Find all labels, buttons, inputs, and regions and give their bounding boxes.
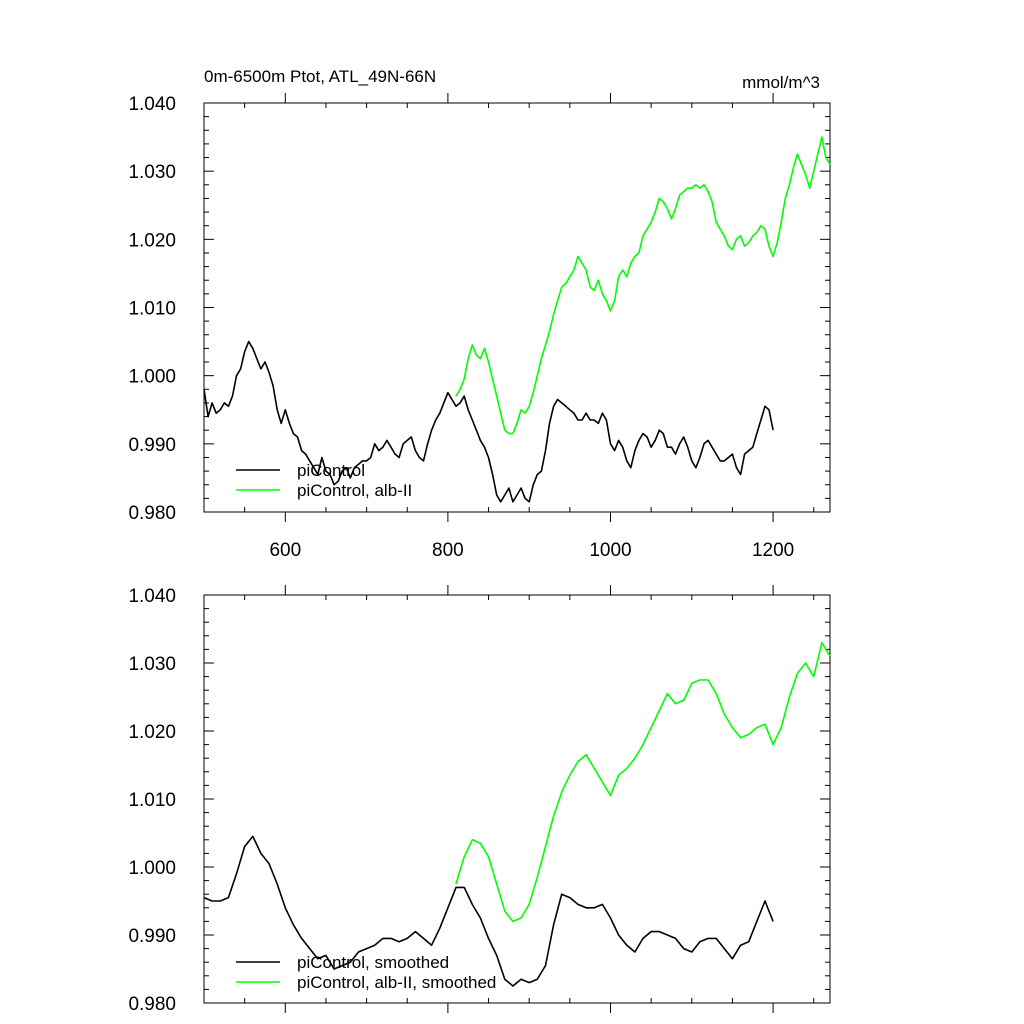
top-panel-legend: piControl piControl, alb-II (236, 461, 412, 500)
top-panel-units: mmol/m^3 (742, 73, 820, 92)
x-tick-label: 800 (432, 540, 464, 561)
y-tick-label: 0.990 (128, 435, 176, 456)
y-tick-label: 1.030 (128, 654, 176, 675)
x-tick-label: 600 (269, 540, 301, 561)
y-tick-label: 1.000 (128, 367, 176, 388)
top-panel: 0m-6500m Ptot, ATL_49N-66N mmol/m^3 0.98… (128, 67, 831, 561)
y-tick-label: 1.000 (128, 858, 176, 879)
series-line-0 (203, 340, 774, 503)
y-tick-label: 1.020 (128, 722, 176, 743)
y-tick-label: 1.040 (128, 94, 176, 115)
series-line-0 (203, 835, 774, 987)
series-line-1 (455, 136, 831, 435)
plot-frame (203, 102, 831, 513)
top-panel-title: 0m-6500m Ptot, ATL_49N-66N (204, 67, 436, 86)
y-tick-label: 1.010 (128, 299, 176, 320)
y-tick-label: 1.040 (128, 586, 176, 607)
plot-frame (203, 594, 831, 1004)
top-panel-axes: 0.980 0.990 1.000 1.010 1.020 1.030 1.040 600 80… (128, 93, 831, 561)
legend-label-picontrol-smoothed: piControl, smoothed (297, 953, 449, 972)
x-tick-label: 1200 (752, 540, 794, 561)
y-tick-label: 0.980 (128, 994, 176, 1015)
bottom-panel-series (203, 641, 831, 987)
bottom-panel-legend: piControl, smoothed piControl, alb-II, s… (236, 953, 496, 992)
bottom-panel: 0.980 0.990 1.000 1.010 1.020 1.030 1.040 piCo… (128, 585, 831, 1015)
y-tick-label: 0.980 (128, 503, 176, 524)
y-tick-label: 1.020 (128, 230, 176, 251)
x-tick-label: 1000 (589, 540, 631, 561)
bottom-panel-axes: 0.980 0.990 1.000 1.010 1.020 1.030 1.040 (128, 585, 831, 1015)
y-tick-label: 1.010 (128, 790, 176, 811)
legend-label-picontrol-alb-ii: piControl, alb-II (297, 481, 412, 500)
top-panel-series (203, 136, 831, 503)
y-tick-label: 1.030 (128, 162, 176, 183)
series-line-1 (455, 641, 831, 923)
legend-label-picontrol: piControl (297, 461, 365, 480)
y-tick-label: 0.990 (128, 926, 176, 947)
legend-label-picontrol-alb-ii-smoothed: piControl, alb-II, smoothed (297, 973, 496, 992)
